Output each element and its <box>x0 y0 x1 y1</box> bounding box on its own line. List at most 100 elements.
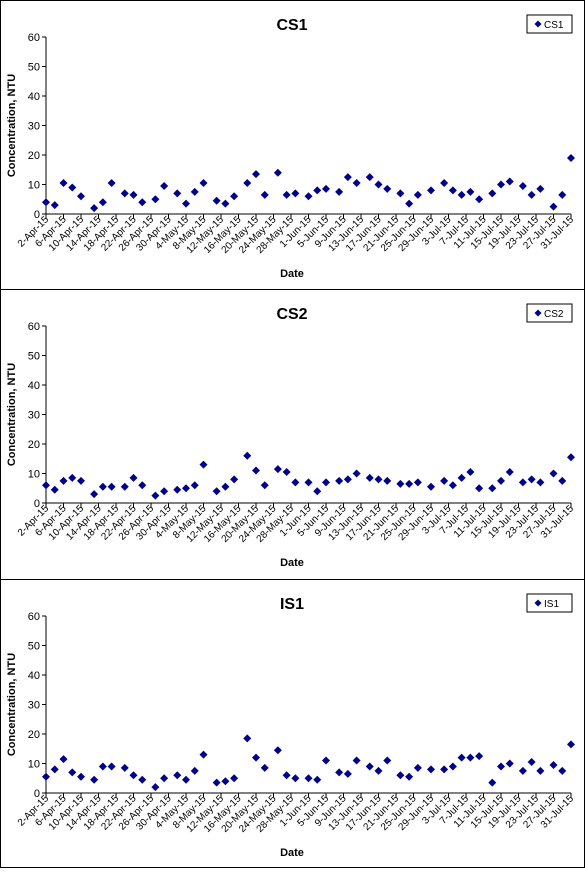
data-point <box>212 778 221 787</box>
data-point <box>518 766 527 775</box>
data-point <box>190 481 199 490</box>
data-point <box>260 763 269 772</box>
data-point <box>98 198 107 207</box>
data-point <box>475 195 484 204</box>
data-point <box>129 771 138 780</box>
data-point <box>448 762 457 771</box>
data-point <box>567 153 575 162</box>
y-axis-label: Concentration, NTU <box>6 74 18 177</box>
data-point <box>396 771 405 780</box>
y-tick-label: 10 <box>28 759 40 771</box>
data-point <box>313 487 322 496</box>
data-point <box>343 769 352 778</box>
data-point <box>313 186 322 195</box>
legend-box <box>526 303 573 323</box>
data-point <box>549 469 558 478</box>
y-axis-label: Concentration, NTU <box>6 653 18 756</box>
y-tick-label: 50 <box>28 351 40 363</box>
y-axis-label: Concentration, NTU <box>6 363 18 466</box>
data-point <box>558 476 567 485</box>
data-point <box>230 192 239 201</box>
data-point <box>440 765 449 774</box>
data-point <box>466 753 475 762</box>
data-point <box>190 766 199 775</box>
data-point <box>212 487 221 496</box>
data-point <box>335 476 344 485</box>
data-point <box>190 187 199 196</box>
data-point <box>42 198 50 207</box>
data-point <box>252 753 260 762</box>
data-point <box>221 777 230 786</box>
data-point <box>505 468 514 477</box>
data-point <box>448 186 457 195</box>
data-point <box>567 740 575 749</box>
data-point <box>90 204 99 213</box>
y-tick-label: 10 <box>28 180 40 192</box>
data-point <box>322 478 330 487</box>
data-point <box>365 762 374 771</box>
legend-marker <box>534 599 542 607</box>
data-point <box>291 478 300 487</box>
data-point <box>252 466 260 475</box>
chart-title: CS2 <box>276 306 307 323</box>
data-point <box>212 196 221 205</box>
data-point <box>68 183 77 192</box>
data-point <box>335 768 344 777</box>
chart-panel-cs1: CS1 0 10 20 30 40 50 60 2-Apr-15 6-Apr-15 10-Apr-1… <box>0 0 585 290</box>
data-point <box>488 778 497 787</box>
data-point <box>282 468 291 477</box>
data-point <box>488 189 497 198</box>
data-point <box>138 775 147 784</box>
data-point <box>374 180 383 189</box>
data-point <box>98 482 107 491</box>
y-tick-label: 50 <box>28 641 40 653</box>
data-point <box>352 469 361 478</box>
data-point <box>129 473 138 482</box>
data-point <box>182 484 190 493</box>
data-point <box>383 184 392 193</box>
data-point <box>68 768 77 777</box>
data-point <box>199 750 208 759</box>
data-point <box>313 775 322 784</box>
data-point <box>221 199 230 208</box>
data-point <box>151 195 160 204</box>
legend-marker <box>534 20 542 28</box>
data-point <box>352 179 361 188</box>
data-point <box>282 771 291 780</box>
chart-svg-cs2: CS201020304050602-Apr-156-Apr-1510-Apr-1… <box>6 303 576 569</box>
data-point <box>365 173 374 182</box>
data-point <box>107 179 116 188</box>
data-point <box>42 481 50 490</box>
data-point <box>549 760 558 769</box>
y-tick-label: 0 <box>34 209 40 221</box>
data-point <box>77 192 85 201</box>
data-point <box>536 184 545 193</box>
data-point <box>457 190 466 199</box>
data-point <box>160 181 169 190</box>
data-point <box>129 190 138 199</box>
data-point <box>291 774 300 783</box>
data-point <box>440 179 449 188</box>
data-point <box>536 766 545 775</box>
data-point <box>304 192 313 201</box>
data-point <box>475 752 484 761</box>
data-point <box>343 475 352 484</box>
data-point <box>120 763 129 772</box>
chart-title: CS1 <box>276 17 307 34</box>
data-point <box>405 199 414 208</box>
data-point <box>518 478 527 487</box>
y-tick-label: 10 <box>28 469 40 481</box>
data-point <box>374 766 383 775</box>
y-tick-label: 40 <box>28 670 40 682</box>
data-point <box>427 482 435 491</box>
y-tick-label: 20 <box>28 439 40 451</box>
chart-svg-cs1: CS101020304050602-Apr-156-Apr-1510-Apr-1… <box>6 14 576 280</box>
data-point <box>173 189 182 198</box>
data-point <box>151 491 160 500</box>
data-point <box>457 753 466 762</box>
data-point <box>335 187 344 196</box>
data-point <box>527 475 536 484</box>
data-point <box>497 762 505 771</box>
y-tick-label: 50 <box>28 62 40 74</box>
